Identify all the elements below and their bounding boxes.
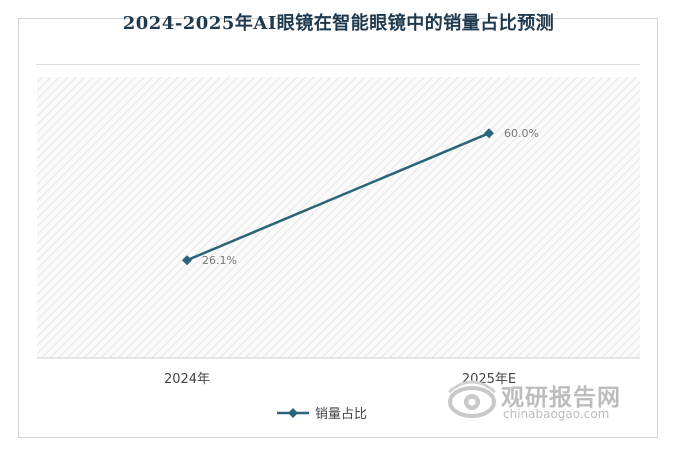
data-point: [484, 128, 494, 139]
legend-label: 销量占比: [315, 407, 367, 422]
watermark-text-cn: 观研报告网: [501, 385, 621, 411]
plot-area: [37, 77, 640, 358]
watermark-text-en: chinabaogao.com: [503, 407, 610, 421]
title-divider: [36, 64, 640, 65]
x-tick-label: 2024年: [164, 372, 210, 387]
chart-title: 2024-2025年AI眼镜在智能眼镜中的销量占比预测: [122, 13, 555, 34]
series-line: [186, 132, 490, 262]
data-point: [182, 255, 192, 266]
legend-marker: [288, 408, 298, 418]
data-label: 26.1%: [202, 254, 237, 267]
data-label: 60.0%: [504, 127, 539, 140]
watermark: 观研报告网 chinabaogao.com: [445, 376, 645, 426]
chinabaogao-logo-icon: [448, 380, 496, 418]
